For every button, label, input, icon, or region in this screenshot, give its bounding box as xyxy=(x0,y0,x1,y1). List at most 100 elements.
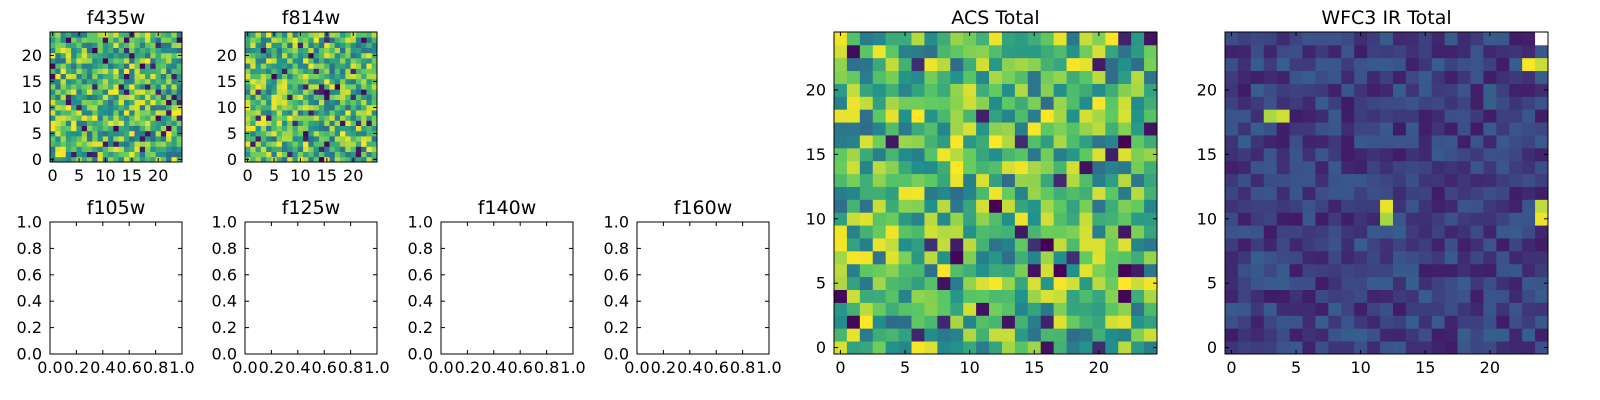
heatmap-cell xyxy=(371,84,378,90)
heatmap-cell xyxy=(1431,276,1446,290)
heatmap-cell xyxy=(1470,199,1484,213)
heatmap-cell xyxy=(166,136,172,142)
heatmap-cell xyxy=(86,125,93,132)
heatmap-cell xyxy=(1522,263,1536,278)
heatmap-cell xyxy=(260,104,267,111)
heatmap-cells-acs-total xyxy=(834,32,1158,355)
heatmap-cell xyxy=(1341,328,1355,342)
heatmap-cell xyxy=(139,73,146,80)
heatmap-cell xyxy=(963,199,977,213)
heatmap-cell xyxy=(859,302,874,316)
heatmap-cell xyxy=(250,94,256,100)
heatmap-cell xyxy=(1066,173,1080,187)
heatmap-cell xyxy=(1392,199,1407,213)
heatmap-cell xyxy=(255,42,262,48)
y-tick-label: 0.8 xyxy=(408,239,433,258)
heatmap-cell xyxy=(250,99,256,106)
heatmap-cell xyxy=(361,110,367,116)
heatmap-cell xyxy=(859,341,874,355)
heatmap-cell xyxy=(1444,276,1458,290)
heatmap-cell xyxy=(313,146,320,152)
heatmap-cell xyxy=(297,58,304,64)
heatmap-cell xyxy=(129,37,135,43)
heatmap-cell xyxy=(885,199,899,213)
heatmap-cell xyxy=(313,52,320,59)
heatmap-cell xyxy=(1367,341,1381,355)
heatmap-cell xyxy=(76,73,83,80)
heatmap-cell xyxy=(366,125,373,132)
heatmap-cell xyxy=(81,151,88,158)
heatmap-cell xyxy=(1341,276,1355,290)
heatmap-cell xyxy=(366,115,373,121)
heatmap-cell xyxy=(976,263,990,278)
heatmap-cell xyxy=(1405,199,1420,213)
heatmap-cell xyxy=(846,263,861,278)
heatmap-cell xyxy=(1509,83,1523,97)
heatmap-cell xyxy=(166,42,172,48)
heatmap-cell xyxy=(255,52,262,59)
heatmap-cell xyxy=(1302,328,1316,342)
heatmap-cell xyxy=(1001,263,1016,278)
heatmap-cell xyxy=(1380,238,1394,252)
heatmap-cell xyxy=(313,78,320,85)
heatmap-cell xyxy=(1118,109,1132,123)
heatmap-cell xyxy=(355,52,362,59)
heatmap-cell xyxy=(76,47,83,54)
heatmap-cell xyxy=(1470,109,1484,123)
heatmap-cell xyxy=(1118,302,1132,316)
heatmap-cell xyxy=(355,130,362,137)
heatmap-cell xyxy=(1040,83,1055,97)
heatmap-cell xyxy=(303,47,309,54)
heatmap-cell xyxy=(271,68,278,74)
heatmap-cell xyxy=(276,99,283,106)
heatmap-cell xyxy=(113,73,120,80)
heatmap-cell xyxy=(113,104,120,111)
heatmap-cell xyxy=(1225,147,1239,162)
heatmap-cell xyxy=(276,32,283,38)
heatmap-cell xyxy=(937,160,951,175)
heatmap-cell xyxy=(292,146,299,152)
heatmap-cell xyxy=(963,238,977,252)
heatmap-cell xyxy=(1535,199,1549,213)
heatmap-cell xyxy=(65,47,72,54)
heatmap-cell xyxy=(1014,147,1029,162)
heatmap-cell xyxy=(81,136,88,142)
heatmap-cell xyxy=(898,238,912,252)
heatmap-cell xyxy=(123,110,130,116)
x-tick-label: 0.8 xyxy=(338,358,363,377)
heatmap-cell xyxy=(976,302,990,316)
heatmap-cell xyxy=(281,63,288,69)
heatmap-cell xyxy=(1405,135,1420,149)
heatmap-cell xyxy=(160,89,167,95)
heatmap-cell xyxy=(1496,212,1510,226)
heatmap-cell xyxy=(1040,341,1055,355)
heatmap-cell xyxy=(1276,302,1290,316)
heatmap-cell xyxy=(361,58,367,64)
heatmap-cell xyxy=(324,58,330,64)
heatmap-cell xyxy=(1315,302,1329,316)
heatmap-cell xyxy=(1367,160,1381,175)
heatmap-cell xyxy=(271,99,278,106)
heatmap-cell xyxy=(71,125,77,132)
heatmap-cell xyxy=(129,136,135,142)
heatmap-cell xyxy=(271,78,278,85)
heatmap-cell xyxy=(1225,173,1239,187)
heatmap-cell xyxy=(245,89,251,95)
heatmap-cell xyxy=(1418,44,1433,59)
heatmap-cell xyxy=(340,136,346,142)
heatmap-cell xyxy=(976,186,990,200)
heatmap-cell xyxy=(329,52,336,59)
heatmap-cell xyxy=(255,120,262,126)
heatmap-cell xyxy=(1341,199,1355,213)
heatmap-cell xyxy=(176,94,183,100)
heatmap-cell xyxy=(1354,289,1368,303)
heatmap-cell xyxy=(1328,328,1342,342)
heatmap-cell xyxy=(97,37,104,43)
heatmap-cell xyxy=(1053,109,1067,123)
heatmap-cell xyxy=(292,136,299,142)
heatmap-cell xyxy=(281,52,288,59)
heatmap-cell xyxy=(1144,147,1158,162)
heatmap-cell xyxy=(60,68,67,74)
heatmap-cell xyxy=(989,289,1003,303)
heatmap-cell xyxy=(846,225,861,239)
